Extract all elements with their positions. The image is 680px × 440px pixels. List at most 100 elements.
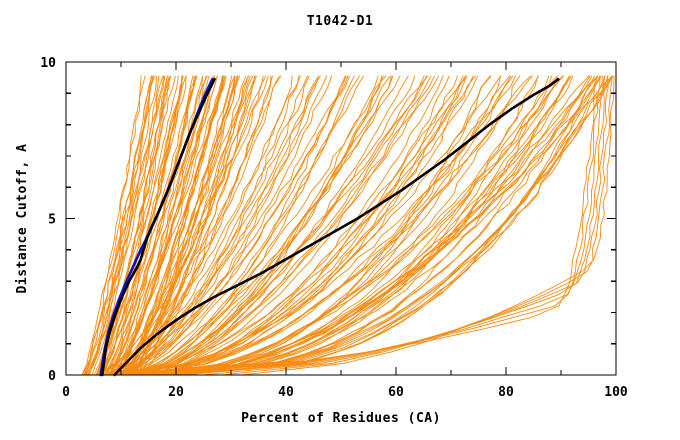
ensemble-curve: [112, 75, 308, 376]
ensemble-curve: [150, 75, 435, 376]
ensemble-curve: [114, 75, 207, 376]
ensemble-curve: [97, 75, 168, 376]
ensemble-curve-outlier: [241, 75, 615, 376]
ensemble-curve: [117, 75, 210, 376]
ensemble-curve: [127, 75, 516, 376]
ensemble-curve: [91, 75, 165, 376]
x-tick-label: 60: [388, 385, 404, 400]
ensemble-curve: [126, 75, 387, 376]
ensemble-curve-outlier: [120, 75, 598, 376]
y-tick-label: 10: [40, 56, 56, 71]
ensemble-curve: [137, 75, 428, 376]
ensemble-curve: [140, 75, 552, 376]
ensemble-curve: [100, 75, 184, 376]
ensemble-curve: [128, 75, 227, 376]
ensemble-curve: [139, 75, 256, 376]
ensemble-curve: [87, 75, 157, 376]
ensemble-curve: [139, 75, 427, 376]
ensemble-curve: [114, 75, 319, 376]
ensemble-curve-outlier: [146, 75, 614, 376]
ensemble-curve: [148, 75, 572, 376]
ensemble-curve: [104, 75, 187, 376]
ensemble-curve: [124, 75, 491, 376]
ensemble-curve: [148, 75, 468, 376]
ensemble-curve: [103, 75, 450, 376]
ensemble-curve: [131, 75, 401, 376]
ensemble-curve: [106, 75, 310, 376]
axis-labels-group: 0 20 40 60 80 100 0 5 10 Percent of Residues (CA)…: [15, 56, 628, 426]
ensemble-curve: [141, 75, 533, 376]
ensemble-curve: [81, 75, 142, 376]
ensemble-curve: [123, 75, 360, 376]
ensemble-curve: [99, 75, 267, 376]
x-axis-label: Percent of Residues (CA): [241, 411, 441, 426]
ensemble-curve: [161, 75, 599, 376]
ensemble-curve: [141, 75, 564, 376]
ensemble-curve: [166, 75, 601, 376]
ensemble-curve: [134, 75, 512, 376]
ensemble-curve-outlier: [220, 75, 613, 376]
ensemble-curve: [110, 75, 319, 376]
ensemble-curve: [104, 75, 187, 376]
ensemble-curve: [100, 75, 273, 376]
ensemble-curve: [126, 75, 238, 376]
y-tick-label: 5: [48, 213, 56, 228]
ensemble-curve: [97, 75, 176, 376]
ensemble-curve: [152, 75, 558, 376]
x-tick-label: 100: [604, 385, 628, 400]
ensemble-curve: [98, 75, 179, 376]
ensemble-curve: [106, 75, 269, 376]
ensemble-curve: [172, 75, 614, 376]
page-title: T1042-D1: [306, 14, 374, 29]
ensemble-curve: [112, 75, 300, 376]
ensemble-curve-outlier: [161, 75, 604, 376]
ensemble-curve: [140, 75, 255, 376]
ensemble-curve: [174, 75, 613, 376]
x-tick-label: 80: [498, 385, 514, 400]
y-tick-label: 0: [48, 369, 56, 384]
ensemble-curve: [134, 75, 425, 376]
ensemble-curve: [105, 75, 474, 376]
ensemble-curve: [136, 75, 254, 376]
ensemble-curve: [108, 75, 204, 376]
ensemble-curve: [126, 75, 364, 376]
ensemble-curve: [144, 75, 574, 376]
reference-black-right: [113, 77, 560, 377]
ensemble-curve: [119, 75, 333, 376]
ensemble-curve: [132, 75, 531, 376]
ensemble-curve: [95, 75, 183, 376]
ensemble-curve: [105, 75, 194, 376]
ensemble-curve: [112, 75, 301, 376]
ensemble-curve: [99, 75, 172, 376]
reference-black-left: [101, 77, 216, 377]
ensemble-curve: [142, 75, 440, 376]
ensemble-curve: [132, 75, 392, 376]
x-tick-label: 20: [168, 385, 184, 400]
ensemble-curve: [118, 75, 349, 376]
ensemble-curves-group: [81, 75, 615, 376]
ensemble-curve: [115, 75, 347, 376]
axes-frame-group: [65, 61, 617, 376]
ensemble-curve: [133, 75, 384, 376]
ensemble-curve: [119, 75, 224, 376]
ensemble-curve: [111, 75, 328, 376]
ensemble-curve-outlier: [139, 75, 601, 376]
ensemble-curve: [96, 75, 264, 376]
ensemble-curve: [112, 75, 478, 376]
ensemble-curve: [117, 75, 350, 376]
ensemble-curve: [118, 75, 321, 376]
ensemble-curve: [89, 75, 154, 376]
ensemble-curve: [136, 75, 550, 376]
ensemble-curve: [161, 75, 599, 376]
x-tick-label: 40: [278, 385, 294, 400]
ensemble-curve: [132, 75, 233, 376]
ensemble-curve: [113, 75, 218, 376]
y-axis-label: Distance Cutoff, A: [15, 144, 30, 294]
ensemble-curve: [145, 75, 464, 376]
ensemble-curve: [107, 75, 282, 376]
highlight-curves-group: [99, 77, 560, 377]
ensemble-curve: [81, 75, 146, 376]
ensemble-curve: [106, 75, 458, 376]
ensemble-curve: [83, 75, 153, 376]
